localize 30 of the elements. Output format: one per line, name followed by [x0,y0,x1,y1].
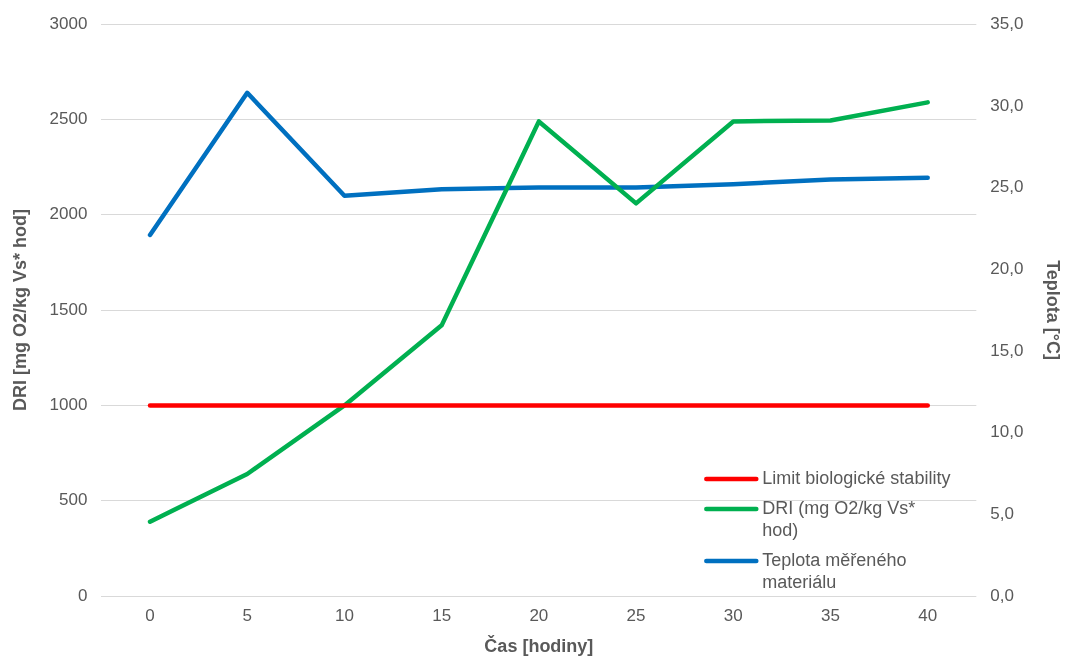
x-tick-label: 10 [334,605,354,625]
y-tick-label: 2000 [49,204,88,224]
y-tick-label: 0 [77,585,88,605]
legend-label: DRI (mg O2/kg Vs* hod) [762,497,916,540]
x-axis-title: Čas [hodiny] [484,635,594,657]
y2-tick-label: 25,0 [990,177,1024,197]
y2-tick-label: 0,0 [990,585,1014,605]
legend-label: Teplota měřeného materiálu [762,549,907,592]
y2-tick-label: 20,0 [990,258,1024,278]
y-tick-label: 500 [59,490,88,510]
y2-tick-label: 35,0 [990,13,1024,33]
y2-axis-title: Teplota [°C] [1043,260,1064,361]
x-tick-label: 20 [529,605,549,625]
x-tick-label: 15 [432,605,452,625]
x-tick-label: 35 [821,605,840,625]
x-tick-label: 30 [723,605,743,625]
y-tick-label: 1500 [49,299,88,319]
y2-tick-label: 10,0 [990,422,1024,442]
y-tick-label: 3000 [49,13,88,33]
x-tick-label: 0 [145,605,155,625]
legend-label: Limit biologické stability [762,467,951,488]
x-tick-label: 5 [242,605,252,625]
y-tick-label: 1000 [49,395,88,415]
y-axis-title: DRI [mg O2/kg Vs* hod] [9,209,30,412]
x-tick-label: 40 [918,605,938,625]
x-tick-label: 25 [626,605,646,625]
y-tick-label: 2500 [49,109,88,129]
y2-tick-label: 15,0 [990,340,1024,360]
y2-tick-label: 5,0 [990,504,1014,523]
y2-tick-label: 30,0 [990,95,1024,115]
